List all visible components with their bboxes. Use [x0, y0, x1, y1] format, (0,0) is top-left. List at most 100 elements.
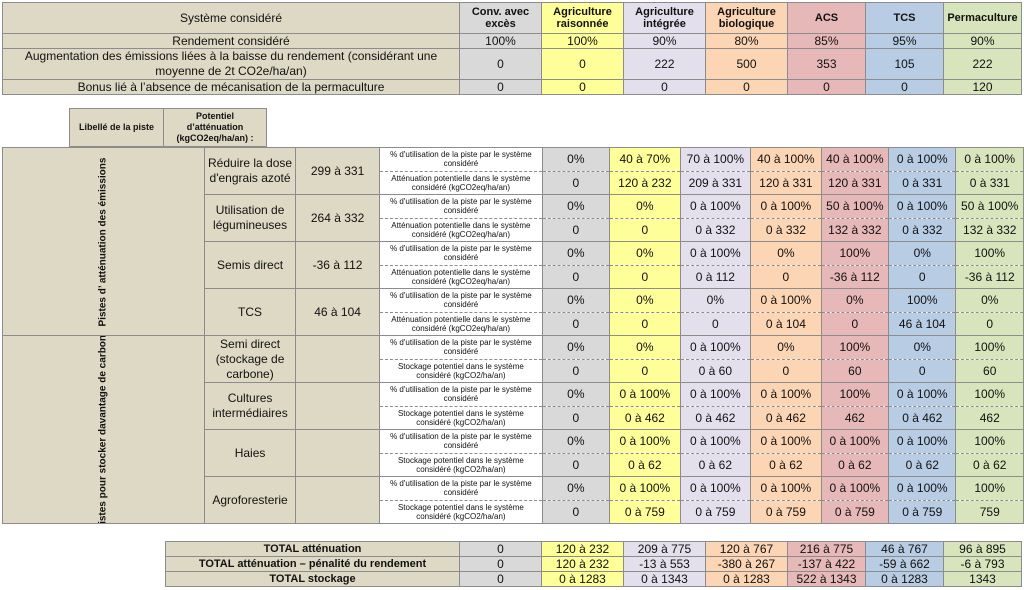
table-row: Pistes pour stocker davantage de carbone…	[1, 335, 1024, 524]
usage-value: 0 à 100%	[955, 147, 1024, 172]
system-header-integree: Agriculture intégrée	[623, 2, 706, 34]
piste-potential	[294, 429, 381, 477]
usage-description: % d'utilisation de la piste par le systè…	[379, 476, 543, 501]
potential-value: 0 à 62	[888, 452, 957, 477]
potential-value: 0 à 62	[609, 452, 681, 477]
cell: 222	[943, 48, 1022, 80]
potential-value: 0 à 759	[820, 499, 890, 524]
potential-value: 0	[541, 217, 611, 242]
usage-value: 0%	[609, 194, 681, 219]
potential-value: 0 à 104	[750, 311, 822, 336]
group-label: Pistes pour stocker davantage de carbone	[97, 335, 109, 524]
total-value: 120 à 232	[541, 541, 624, 557]
piste-label-header: Libellé de la piste	[69, 108, 164, 147]
potential-value: 0	[541, 170, 611, 195]
usage-value: 0 à 100%	[609, 382, 681, 407]
potential-description: Atténuation potentielle dans le système …	[379, 170, 543, 195]
potential-header: Potentiel d’atténuation (kgCO2eq/ha/an) …	[163, 108, 267, 147]
potential-value: 0	[541, 499, 611, 524]
table-row: Cultures intermédiaires % d'utilisation d…	[3, 382, 1024, 430]
total-value: 120 à 232	[541, 556, 624, 572]
total-value: 120 à 767	[705, 541, 788, 557]
total-value: 209 à 775	[623, 541, 706, 557]
cell: 500	[705, 48, 788, 80]
usage-value: 0%	[750, 241, 822, 266]
system-header-tcs: TCS	[865, 2, 944, 34]
cell: 0	[623, 79, 706, 95]
usage-value: 40 à 70%	[609, 147, 681, 172]
usage-value: 100%	[955, 241, 1024, 266]
usage-value: 0%	[541, 147, 611, 172]
total-value: 522 à 1343	[787, 571, 866, 587]
potential-value: 0 à 62	[955, 452, 1024, 477]
potential-value: 0	[888, 358, 957, 383]
piste-name: TCS	[204, 288, 296, 336]
cell: 0	[705, 79, 788, 95]
usage-value: 0 à 100%	[750, 382, 822, 407]
usage-description: % d'utilisation de la piste par le systè…	[379, 429, 543, 454]
total-value: -380 à 267	[705, 556, 788, 572]
usage-value: 0 à 100%	[750, 288, 822, 313]
potential-value: 0 à 759	[888, 499, 957, 524]
usage-value: 40 à 100%	[750, 147, 822, 172]
potential-value: 0 à 462	[679, 405, 752, 430]
piste-potential	[294, 382, 381, 430]
usage-description: % d'utilisation de la piste par le systè…	[379, 147, 543, 172]
table-row: Stockage potentiel dans le système consi…	[3, 358, 1024, 383]
usage-value: 50 à 100%	[820, 194, 890, 219]
system-header-conv: Conv. avec excès	[459, 2, 542, 34]
piste-potential	[294, 335, 381, 383]
usage-value: 0 à 100%	[609, 429, 681, 454]
potential-value: 462	[820, 405, 890, 430]
usage-value: 0%	[888, 335, 957, 360]
potential-value: -36 à 112	[820, 264, 890, 289]
cell: 100%	[541, 33, 624, 49]
table-row: Haies % d'utilisation de la piste par le …	[3, 429, 1024, 477]
potential-value: 0	[679, 311, 752, 336]
row-label-emissions: Augmentation des émissions liées à la ba…	[2, 48, 460, 80]
piste-name: Agroforesterie	[204, 476, 296, 524]
system-header-permaculture: Permaculture	[943, 2, 1022, 34]
usage-value: 0%	[750, 335, 822, 360]
potential-value: 0 à 759	[609, 499, 681, 524]
total-value: 0 à 1343	[623, 571, 706, 587]
potential-description: Atténuation potentielle dans le système …	[379, 264, 543, 289]
potential-value: 0 à 462	[750, 405, 822, 430]
usage-value: 0 à 100%	[888, 476, 957, 501]
row-label-bonus: Bonus lié à l’absence de mécanisation de…	[2, 79, 460, 95]
piste-name: Semis direct	[204, 241, 296, 289]
usage-value: 0%	[541, 382, 611, 407]
table-row: Atténuation potentielle dans le système …	[3, 170, 1024, 195]
total-value: 0 à 1283	[705, 571, 788, 587]
piste-header-table: Libellé de la piste Potentiel d’atténuat…	[69, 108, 267, 147]
usage-value: 100%	[955, 382, 1024, 407]
cell: 100%	[459, 33, 542, 49]
potential-value: 0	[609, 264, 681, 289]
cell: 80%	[705, 33, 788, 49]
system-header-raisonnee: Agriculture raisonnée	[541, 2, 624, 34]
usage-description: % d'utilisation de la piste par le systè…	[379, 241, 543, 266]
usage-value: 0%	[541, 194, 611, 219]
potential-value: 0	[750, 358, 822, 383]
potential-value: 0	[541, 264, 611, 289]
system-header: Système considéré	[2, 2, 460, 34]
piste-potential	[294, 476, 381, 524]
table-row: Atténuation potentielle dans le système …	[3, 264, 1024, 289]
total-label: TOTAL atténuation	[165, 541, 460, 557]
piste-potential: 299 à 331	[294, 147, 381, 195]
potential-value: 0 à 462	[888, 405, 957, 430]
usage-description: % d'utilisation de la piste par le systè…	[379, 335, 543, 360]
piste-name: Haies	[204, 429, 296, 477]
usage-value: 0 à 100%	[750, 476, 822, 501]
usage-description: % d'utilisation de la piste par le systè…	[379, 194, 543, 219]
total-value: 0 à 1283	[541, 571, 624, 587]
usage-value: 0%	[820, 288, 890, 313]
piste-potential: 264 à 332	[294, 194, 381, 242]
usage-value: 0 à 100%	[679, 335, 752, 360]
potential-value: 209 à 331	[679, 170, 752, 195]
potential-value: 0	[541, 311, 611, 336]
table-row: Agroforesterie % d'utilisation de la pist…	[3, 476, 1024, 524]
usage-value: 0 à 100%	[679, 241, 752, 266]
potential-value: 0 à 331	[888, 170, 957, 195]
usage-value: 0 à 100%	[888, 382, 957, 407]
